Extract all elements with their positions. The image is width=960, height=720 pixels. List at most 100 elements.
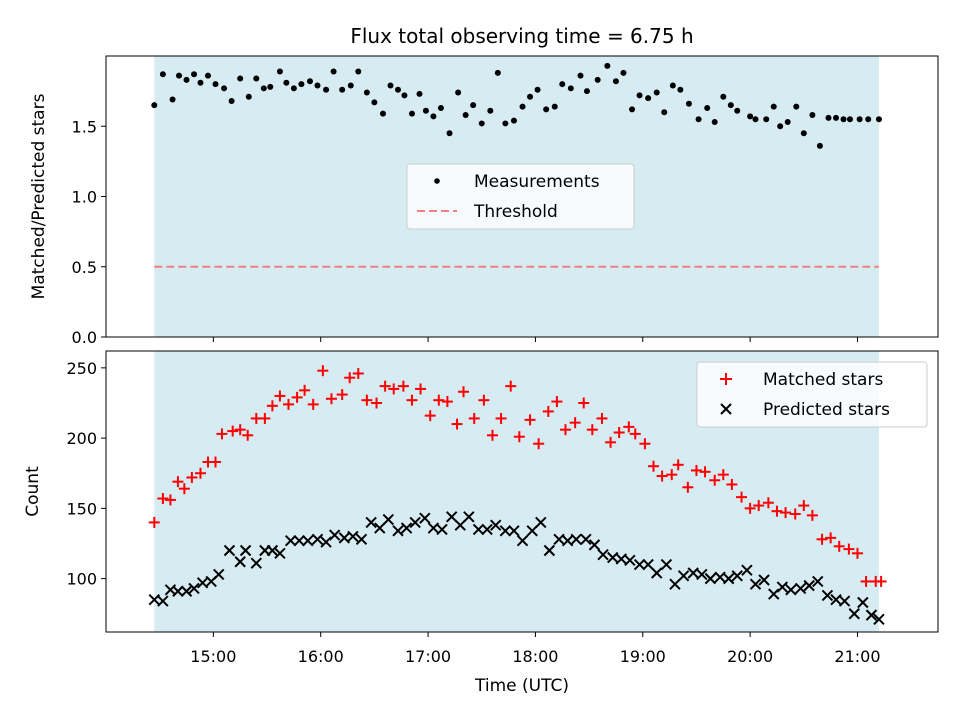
matched-star-point — [833, 540, 845, 552]
measurement-point — [455, 89, 462, 96]
count-panel-frame — [105, 350, 939, 633]
threshold-legend-label: Threshold — [473, 202, 558, 222]
matched-star-point — [860, 575, 872, 587]
measurement-point — [629, 106, 636, 113]
matched-star-point — [299, 384, 311, 396]
measurement-point — [395, 86, 402, 93]
measurement-point — [462, 112, 469, 119]
matched-star-point — [690, 464, 702, 476]
measurement-point — [747, 113, 754, 120]
predicted-star-point — [355, 533, 368, 545]
matched-star-point — [744, 502, 756, 514]
predicted-star-point — [213, 568, 225, 581]
matched-star-point — [317, 365, 329, 377]
matched-star-point — [816, 533, 828, 545]
predicted-star-point — [419, 512, 431, 524]
matched-star-point — [806, 509, 818, 521]
matched-star-point — [736, 491, 748, 503]
predicted-star-point — [580, 533, 592, 545]
matched-star-point — [559, 424, 571, 436]
measurement-point — [577, 72, 584, 79]
predicted-star-point — [274, 547, 286, 560]
count-legend-box — [696, 361, 928, 428]
matched-star-point — [753, 500, 765, 512]
predicted-star-point — [704, 572, 717, 585]
measurement-point — [159, 71, 166, 78]
measurement-point — [379, 110, 386, 117]
measurement-point — [720, 93, 727, 100]
measurement-point — [176, 72, 183, 79]
predicted-star-point — [188, 582, 200, 595]
matched-star-point — [216, 428, 228, 440]
measurement-point — [711, 119, 718, 126]
measurement-point — [283, 79, 290, 86]
matched-star-point — [505, 380, 517, 392]
matched-star-point — [672, 459, 684, 471]
matched-star-point — [762, 497, 774, 509]
predicted-star-point — [508, 525, 520, 537]
predicted-star-point — [651, 567, 663, 579]
predicted-star-point — [857, 596, 869, 609]
measurement-point — [290, 85, 297, 92]
matched-star-point — [524, 414, 536, 426]
matched-star-point — [307, 398, 319, 410]
measurement-point — [446, 130, 453, 137]
count-y-axis: 100 150 200 250 — [66, 359, 106, 589]
measurement-point — [276, 68, 283, 75]
predicted-star-point — [570, 533, 582, 545]
count-panel: 100 150 200 250 15:00 16:00 17:00 18:00 19:00 20… — [23, 350, 939, 696]
matched-star-point — [164, 494, 176, 506]
predicted-star-point — [865, 609, 878, 621]
predicted-star-point — [481, 523, 493, 536]
measurement-point — [191, 71, 198, 78]
matched-star-point — [586, 424, 598, 436]
predicted-star-point — [382, 513, 395, 526]
measurement-point — [551, 103, 558, 110]
predicted-star-point — [758, 574, 770, 586]
matched-star-point — [178, 483, 190, 495]
matched-star-point — [533, 438, 545, 450]
measurement-point — [151, 102, 158, 109]
predicted-star-point — [180, 585, 193, 597]
measurement-point — [260, 85, 267, 92]
matched-star-point — [441, 396, 453, 408]
matched-star-point — [613, 426, 625, 438]
measurement-point — [416, 90, 423, 97]
predicted-star-point — [293, 534, 305, 547]
matched-star-point — [623, 421, 635, 433]
measurement-point — [669, 82, 676, 89]
predicted-star-point — [472, 523, 485, 536]
measurement-point — [267, 83, 274, 90]
matched-star-point — [486, 429, 498, 441]
matched-star-point — [194, 467, 206, 479]
matched-star-point — [283, 398, 295, 410]
measurement-point — [856, 116, 863, 123]
predicted-star-point — [794, 582, 807, 595]
matched-star-point — [457, 386, 469, 398]
matched-star-point — [542, 405, 554, 417]
matched-star-point — [513, 431, 525, 443]
count-y-tick-label: 250 — [66, 359, 97, 378]
predicted-star-point — [785, 584, 797, 596]
matched-star-point — [325, 393, 337, 405]
measurement-point — [422, 107, 429, 114]
measurement-point — [752, 116, 759, 123]
measurement-point — [306, 78, 313, 85]
measurement-point — [323, 86, 330, 93]
measurement-point — [825, 114, 832, 121]
matched-star-point — [336, 389, 348, 401]
predicted-star-point — [812, 575, 824, 588]
matched-star-point — [406, 394, 418, 406]
predicted-star-point — [172, 585, 184, 597]
measurement-point — [846, 116, 853, 123]
measurement-point — [298, 81, 305, 88]
predicted-star-point — [873, 613, 885, 626]
predicted-star-point — [642, 558, 654, 571]
predicted-star-point — [239, 544, 252, 557]
measurement-point — [502, 120, 509, 127]
measurement-point — [470, 102, 477, 109]
measurement-point — [543, 106, 550, 113]
matched-star-point — [468, 412, 480, 424]
measurement-point — [809, 112, 816, 119]
